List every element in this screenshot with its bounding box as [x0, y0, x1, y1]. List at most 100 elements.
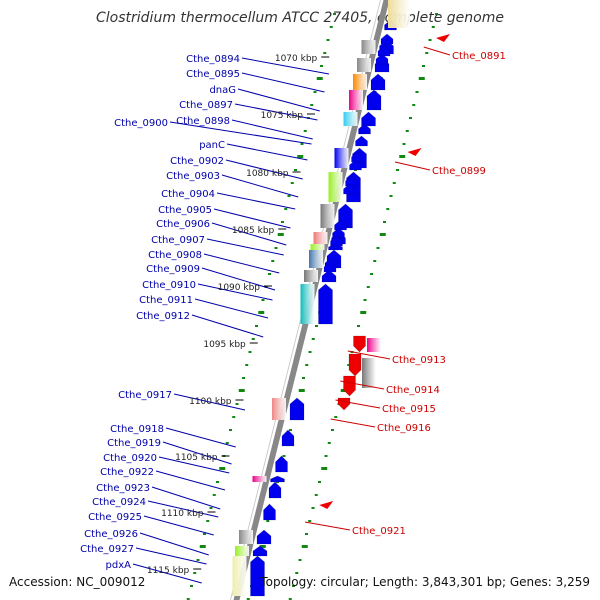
- tick-mark: [281, 221, 284, 223]
- forward-gene-label: pdxA: [106, 560, 132, 571]
- genome-summary-text: Topology: circular; Length: 3,843,301 bp…: [260, 575, 590, 589]
- gene-class-block: [334, 148, 349, 168]
- tick-mark: [199, 545, 206, 548]
- gene-class-block: [361, 40, 376, 54]
- tick-mark: [290, 182, 294, 184]
- gene-class-block: [239, 530, 253, 544]
- tick-mark: [425, 52, 429, 54]
- tick-mark: [318, 481, 321, 483]
- gene-arrow: [348, 353, 362, 377]
- tick-mark: [209, 507, 213, 509]
- kbp-tick-label: 1085 kbp: [232, 226, 275, 236]
- reverse-gene-label: Cthe_0921: [352, 526, 406, 537]
- gene-arrow: [343, 183, 356, 195]
- forward-gene-label: Cthe_0904: [161, 189, 215, 200]
- kbp-tick-label: 1075 kbp: [261, 111, 304, 121]
- forward-gene-label: panC: [199, 140, 225, 151]
- tick-mark: [310, 104, 314, 106]
- tick-mark: [308, 520, 312, 522]
- forward-gene-label: Cthe_0923: [96, 483, 150, 494]
- accession-text: Accession: NC_009012: [9, 575, 146, 589]
- forward-leader-line: [151, 486, 221, 510]
- tick-mark: [334, 416, 338, 418]
- tick-mark: [298, 559, 302, 561]
- forward-leader-line: [213, 208, 291, 229]
- reverse-leader-line: [423, 46, 451, 56]
- gene-class-block: [328, 172, 343, 202]
- gene-class-block: [343, 112, 358, 126]
- forward-gene-label: Cthe_0926: [84, 529, 138, 540]
- kbp-tick-label: 1115 kbp: [147, 566, 190, 576]
- gene-arrow: [375, 53, 389, 65]
- forward-leader-line: [241, 57, 330, 75]
- tick-mark: [284, 208, 288, 210]
- tick-mark: [305, 533, 308, 535]
- tick-mark: [389, 195, 393, 197]
- tick-mark: [294, 169, 297, 171]
- tick-mark: [203, 533, 206, 535]
- tick-mark: [289, 429, 292, 431]
- gene-arrow: [318, 283, 333, 325]
- gene-arrow: [337, 397, 351, 411]
- gene-arrow: [380, 33, 394, 45]
- forward-leader-line: [155, 470, 226, 491]
- tick-mark: [277, 233, 284, 236]
- forward-leader-line: [211, 222, 287, 246]
- forward-gene-label: Cthe_0906: [156, 219, 210, 230]
- tick-mark: [431, 26, 435, 28]
- forward-leader-line: [139, 532, 209, 556]
- kbp-tick-label: 1105 kbp: [175, 453, 218, 463]
- tick-mark: [266, 520, 270, 522]
- tick-mark: [271, 260, 275, 262]
- forward-gene-label: Cthe_0902: [170, 156, 224, 167]
- forward-leader-line: [135, 547, 207, 565]
- tick-mark: [245, 364, 249, 366]
- tick-mark: [405, 130, 409, 132]
- reverse-gene-label: Cthe_0915: [382, 404, 436, 415]
- forward-gene-label: Cthe_0898: [176, 116, 230, 127]
- gene-arrow: [252, 545, 268, 557]
- kbp-tick-label: 1110 kbp: [161, 509, 204, 519]
- forward-leader-line: [241, 72, 325, 93]
- tick-mark: [225, 442, 229, 444]
- gene-arrow: [250, 555, 265, 597]
- tick-mark: [193, 572, 197, 574]
- tick-mark: [392, 182, 396, 184]
- gene-class-block: [232, 556, 247, 596]
- reverse-gene-label: Cthe_0891: [452, 51, 506, 62]
- forward-leader-line: [206, 238, 284, 256]
- tick-mark: [242, 377, 245, 379]
- gene-arrow: [366, 89, 382, 111]
- forward-gene-label: Cthe_0911: [139, 295, 193, 306]
- tick-mark: [321, 467, 328, 470]
- forward-gene-label: Cthe_0918: [110, 424, 164, 435]
- gene-class-block: [252, 476, 267, 482]
- forward-leader-line: [132, 563, 202, 584]
- tick-mark: [216, 481, 219, 483]
- tick-mark: [422, 65, 425, 67]
- kbp-tick-label: 1095 kbp: [203, 340, 246, 350]
- gene-arrow: [256, 529, 272, 545]
- kbp-tick-label: 1080 kbp: [246, 169, 289, 179]
- forward-leader-line: [234, 103, 318, 121]
- tick-mark: [373, 260, 377, 262]
- tick-mark: [248, 351, 252, 353]
- forward-gene-label: Cthe_0912: [136, 311, 190, 322]
- tick-mark: [363, 299, 367, 301]
- gene-class-block: [349, 90, 363, 110]
- tick-mark: [360, 311, 367, 314]
- tick-mark: [435, 13, 438, 15]
- reverse-marker: [407, 148, 422, 156]
- tick-mark: [295, 572, 299, 574]
- forward-leader-line: [237, 88, 320, 112]
- tick-mark: [383, 221, 386, 223]
- kbp-tick-label: 1100 kbp: [189, 397, 232, 407]
- tick-mark: [212, 494, 216, 496]
- tick-mark: [396, 169, 399, 171]
- gene-class-block: [304, 270, 318, 282]
- tick-mark: [320, 65, 323, 67]
- tick-mark: [327, 442, 331, 444]
- tick-mark: [287, 195, 291, 197]
- forward-leader-line: [147, 500, 219, 518]
